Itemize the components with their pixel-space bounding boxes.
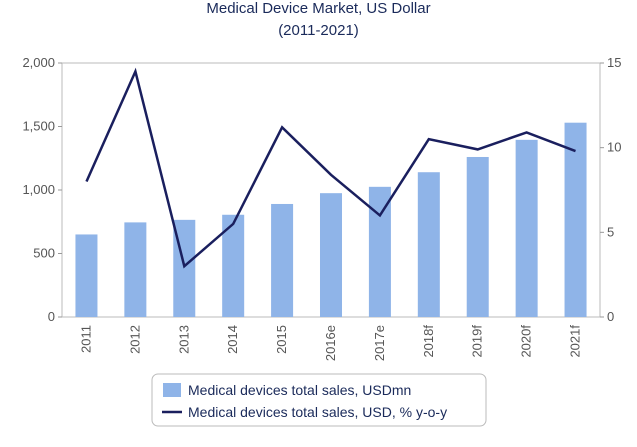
left-tick-label: 1,000 [22, 182, 55, 197]
x-tick-label: 2014 [225, 325, 240, 354]
line-series [85, 67, 576, 269]
x-tick-label: 2017e [372, 325, 387, 361]
x-tick-label: 2019f [470, 325, 485, 358]
bar-2019f [466, 156, 489, 317]
bar-2012 [124, 222, 147, 317]
x-tick-label: 2012 [127, 325, 142, 354]
x-tick-label: 2011 [78, 325, 93, 353]
left-tick-label: 500 [33, 246, 55, 261]
bar-2020f [515, 139, 538, 317]
right-axis: 0 5 10 15 [600, 55, 621, 324]
x-tick-label: 2021f [568, 325, 583, 358]
x-tick-label: 2018f [421, 325, 436, 358]
x-tick-label: 2020f [519, 325, 534, 358]
right-tick-label: 5 [607, 224, 614, 239]
bar-2021f [564, 122, 587, 317]
bar-2011 [75, 234, 98, 317]
x-axis: 2011 2012 2013 2014 2015 2016e 2017e 2018f 2019f… [78, 325, 582, 362]
left-tick-label: 1,500 [22, 119, 55, 134]
right-tick-label: 15 [607, 55, 621, 70]
legend-line-label: Medical devices total sales, USD, % y-o-… [188, 404, 447, 420]
right-tick-label: 0 [607, 309, 614, 324]
legend: Medical devices total sales, USDmn Medic… [151, 373, 487, 427]
x-tick-label: 2015 [274, 325, 289, 354]
legend-bar-swatch [163, 383, 181, 397]
right-tick-label: 10 [607, 140, 621, 155]
chart-title: Medical Device Market, US Dollar [206, 0, 431, 17]
bar-2014 [222, 214, 245, 317]
left-axis: 0 500 1,000 1,500 2,000 [22, 55, 62, 324]
legend-bar-label: Medical devices total sales, USDmn [188, 382, 411, 398]
bar-2017e [368, 186, 391, 317]
legend-box [151, 373, 487, 427]
bar-2016e [319, 193, 343, 317]
bar-2018f [417, 172, 440, 317]
x-tick-label: 2013 [176, 325, 191, 354]
left-tick-label: 0 [48, 309, 55, 324]
bar-2015 [271, 203, 294, 317]
bar-series [75, 122, 587, 317]
chart-subtitle: (2011-2021) [278, 22, 359, 39]
x-tick-label: 2016e [323, 325, 338, 361]
left-tick-label: 2,000 [22, 55, 55, 70]
